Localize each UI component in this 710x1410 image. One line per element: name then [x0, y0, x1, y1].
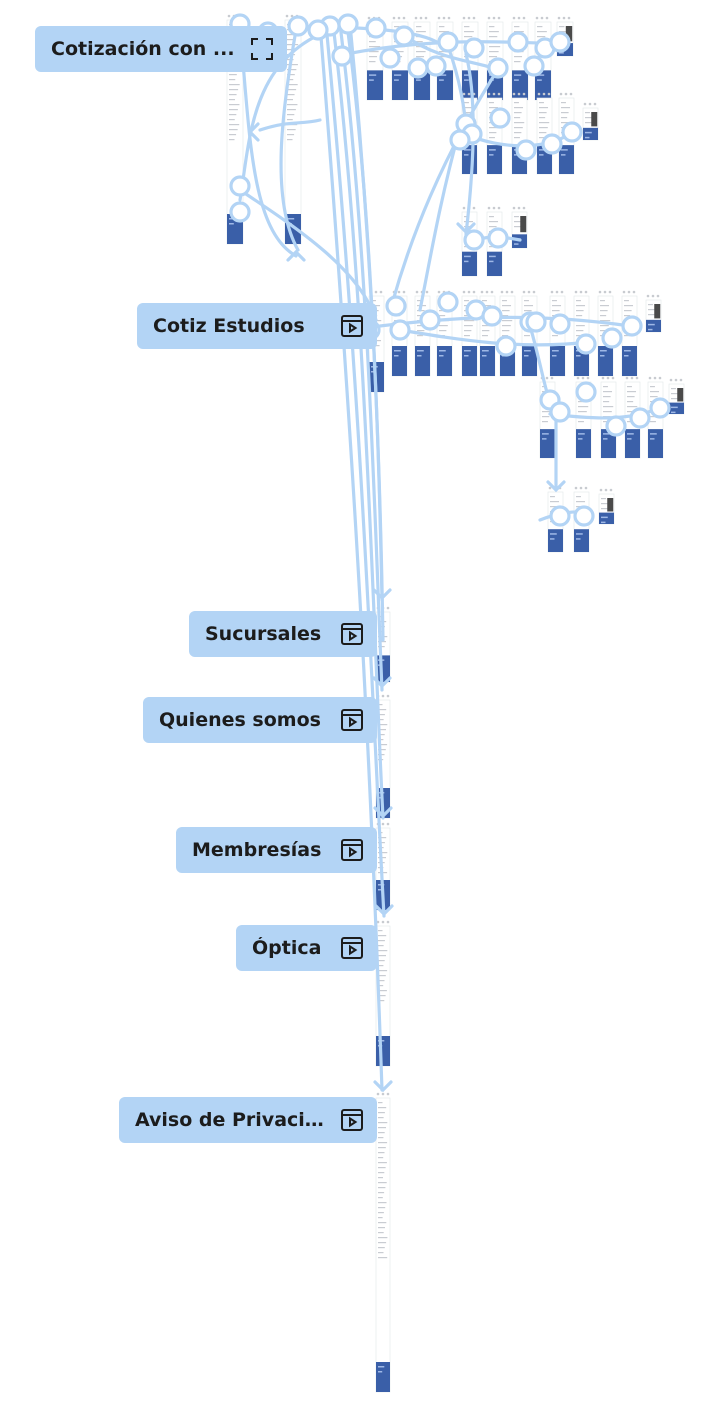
- flow-label-optica[interactable]: Óptica: [236, 925, 377, 971]
- frame-thumbnail: [375, 1092, 391, 1393]
- connection-node: [489, 107, 511, 129]
- connection-node: [407, 57, 429, 79]
- flow-label-text: Quienes somos: [159, 709, 321, 731]
- connection-node: [307, 19, 329, 41]
- flow-label-text: Aviso de Privaci...: [135, 1109, 325, 1131]
- frame-thumbnail: [582, 102, 599, 141]
- connector-arrowhead: [286, 249, 306, 262]
- flow-label-cotizacion-con[interactable]: Cotización con ...: [35, 26, 287, 72]
- connection-node: [575, 381, 597, 403]
- frame-thumbnail: [645, 294, 662, 333]
- connection-node: [463, 229, 485, 251]
- connection-node: [561, 121, 583, 143]
- flow-label-text: Cotiz Estudios: [153, 315, 305, 337]
- connection-node: [331, 45, 353, 67]
- connector-line: [324, 22, 386, 918]
- connection-node: [525, 311, 547, 333]
- connection-node: [549, 31, 571, 53]
- connection-node: [621, 315, 643, 337]
- connection-node: [575, 333, 597, 355]
- flow-label-text: Membresías: [192, 839, 322, 861]
- connection-node: [495, 335, 517, 357]
- connection-node: [437, 291, 459, 313]
- connection-node: [437, 31, 459, 53]
- connector-arrowhead: [456, 222, 476, 235]
- connection-node: [393, 25, 415, 47]
- frame-thumbnail: [521, 290, 538, 377]
- connection-node: [425, 55, 447, 77]
- connection-node: [463, 37, 485, 59]
- connector-arrowhead: [247, 122, 260, 142]
- prototype-play-icon[interactable]: [339, 707, 365, 733]
- frame-thumbnail: [668, 378, 685, 415]
- connector-line: [331, 22, 385, 820]
- connection-node: [649, 397, 671, 419]
- connection-node: [337, 13, 359, 35]
- frame-thumbnail: [511, 16, 529, 101]
- connection-node: [449, 129, 471, 151]
- connection-node: [523, 55, 545, 77]
- connector-line: [398, 328, 592, 347]
- connector-arrowhead: [546, 480, 566, 493]
- connection-node: [481, 305, 503, 327]
- frame-thumbnail: [573, 290, 590, 377]
- frame-thumbnail: [536, 92, 553, 175]
- connection-node: [379, 47, 401, 69]
- connector-line: [238, 188, 378, 322]
- flow-label-text: Cotización con ...: [51, 38, 235, 60]
- frame-thumbnail: [499, 290, 516, 377]
- connector-line: [390, 64, 502, 306]
- connector-line: [258, 118, 322, 132]
- connector-line: [464, 52, 475, 236]
- prototype-play-icon[interactable]: [339, 1107, 365, 1133]
- frame-thumbnail: [511, 92, 528, 175]
- flow-label-cotiz-estudios[interactable]: Cotiz Estudios: [137, 303, 377, 349]
- connection-node: [541, 133, 563, 155]
- prototype-play-icon[interactable]: [339, 935, 365, 961]
- frame-thumbnail: [598, 488, 615, 525]
- connector-arrowhead: [374, 904, 394, 917]
- connection-node: [287, 15, 309, 37]
- prototype-play-icon[interactable]: [339, 313, 365, 339]
- flow-label-membresias[interactable]: Membresías: [176, 827, 377, 873]
- connection-node: [487, 227, 509, 249]
- flow-label-text: Sucursales: [205, 623, 322, 645]
- connection-node: [389, 319, 411, 341]
- flow-label-sucursales[interactable]: Sucursales: [189, 611, 377, 657]
- prototype-play-icon[interactable]: [339, 837, 365, 863]
- connection-node: [629, 407, 651, 429]
- connection-node: [515, 139, 537, 161]
- connector-arrowhead: [373, 806, 393, 819]
- frame-thumbnail: [486, 92, 503, 175]
- connector-line: [418, 126, 462, 312]
- connector-line: [279, 28, 300, 252]
- connector-arrowhead: [372, 676, 392, 689]
- flow-label-aviso-privacidad[interactable]: Aviso de Privaci...: [119, 1097, 377, 1143]
- connection-node: [549, 505, 571, 527]
- connection-node: [419, 309, 441, 331]
- frame-thumbnail: [511, 206, 528, 249]
- connection-node: [229, 201, 251, 223]
- flow-label-quienes-somos[interactable]: Quienes somos: [143, 697, 377, 743]
- connection-node: [385, 295, 407, 317]
- expand-icon[interactable]: [249, 36, 275, 62]
- flow-label-text: Óptica: [252, 937, 322, 959]
- connection-node: [573, 505, 595, 527]
- connection-node: [601, 327, 623, 349]
- connection-node: [549, 401, 571, 423]
- connection-node: [365, 17, 387, 39]
- connection-node: [605, 415, 627, 437]
- connection-node: [507, 31, 529, 53]
- prototype-play-icon[interactable]: [339, 621, 365, 647]
- connector-arrowhead: [372, 588, 392, 601]
- connector-line: [338, 22, 384, 692]
- connection-node: [549, 313, 571, 335]
- connector-arrowhead: [373, 1080, 393, 1093]
- connection-node: [487, 57, 509, 79]
- connection-node: [229, 175, 251, 197]
